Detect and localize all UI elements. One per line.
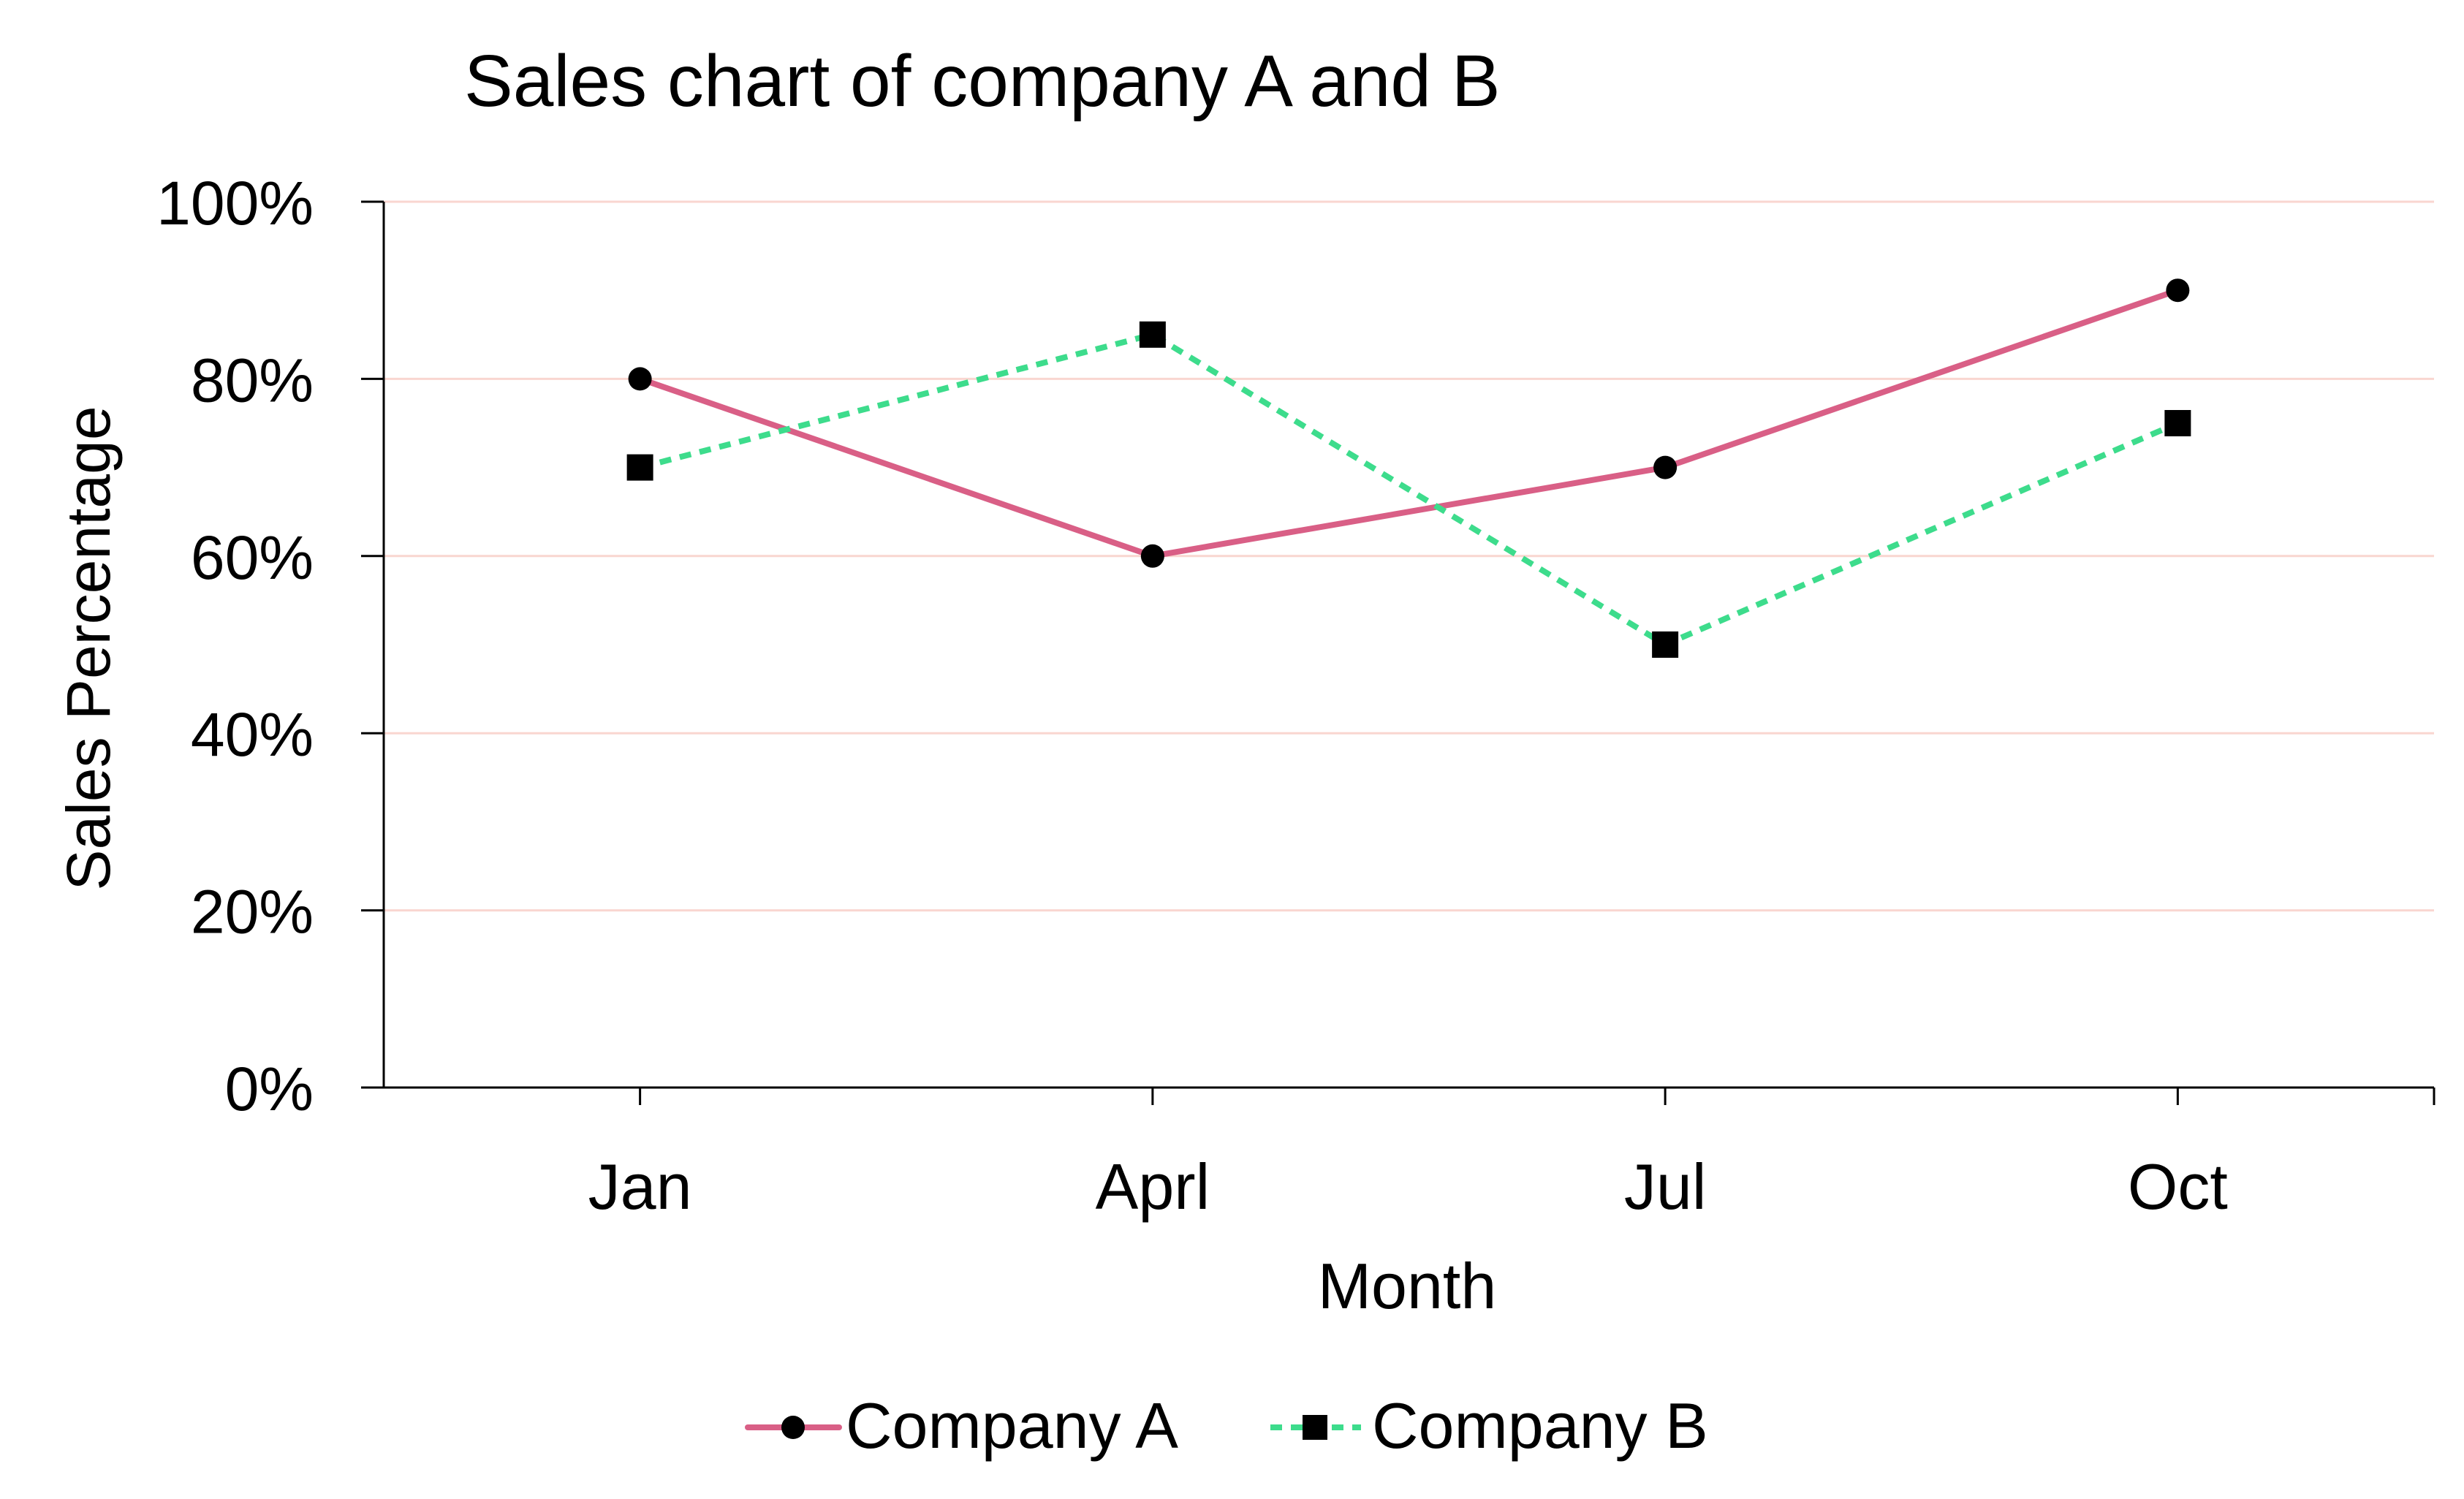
y-tick-label-100: 100% — [156, 169, 314, 238]
y-tick-label-80: 80% — [191, 346, 314, 414]
y-tick-label-40: 40% — [191, 700, 314, 769]
chart-title: Sales chart of company A and B — [464, 40, 1501, 122]
series-company-a — [628, 278, 2190, 568]
x-tick-label-aprl: Aprl — [1096, 1150, 1210, 1223]
series-company-a-point-oct — [2166, 278, 2190, 303]
legend-company-b-square-marker — [1303, 1415, 1327, 1440]
x-tick-label-jul: Jul — [1624, 1150, 1707, 1223]
y-tick-label-20: 20% — [191, 878, 314, 946]
y-tick-label-60: 60% — [191, 523, 314, 592]
legend-company-a-label: Company A — [846, 1389, 1178, 1462]
series — [626, 278, 2191, 658]
series-company-b-line — [639, 331, 2179, 648]
series-company-a-point-aprl — [1140, 544, 1164, 568]
x-axis-ticks: Jan Aprl Jul Oct — [588, 1088, 2228, 1223]
series-company-b — [626, 321, 2191, 658]
x-tick-label-jan: Jan — [588, 1150, 692, 1223]
x-axis-label: Month — [1318, 1250, 1497, 1322]
series-company-a-point-jan — [628, 367, 652, 391]
series-company-b-point-jan — [626, 454, 653, 481]
legend-item-company-a: Company A — [745, 1389, 1178, 1462]
y-axis-ticks: 0% 20% 40% 60% 80% 100% — [156, 169, 384, 1123]
series-company-b-point-jul — [1652, 631, 1679, 658]
series-company-a-point-jul — [1653, 455, 1678, 479]
series-company-b-point-aprl — [1139, 321, 1166, 348]
series-company-b-point-oct — [2164, 410, 2191, 436]
y-tick-label-0: 0% — [225, 1055, 314, 1123]
x-tick-label-oct: Oct — [2128, 1150, 2228, 1223]
series-company-a-line — [637, 287, 2181, 559]
legend-company-a-circle-marker — [781, 1416, 805, 1439]
grid-lines — [384, 200, 2434, 912]
axes — [382, 202, 2435, 1105]
legend-company-b-label: Company B — [1372, 1389, 1708, 1462]
y-axis-label: Sales Percentage — [54, 406, 123, 890]
legend: Company A Company B — [745, 1389, 1708, 1462]
legend-item-company-b: Company B — [1270, 1389, 1708, 1462]
